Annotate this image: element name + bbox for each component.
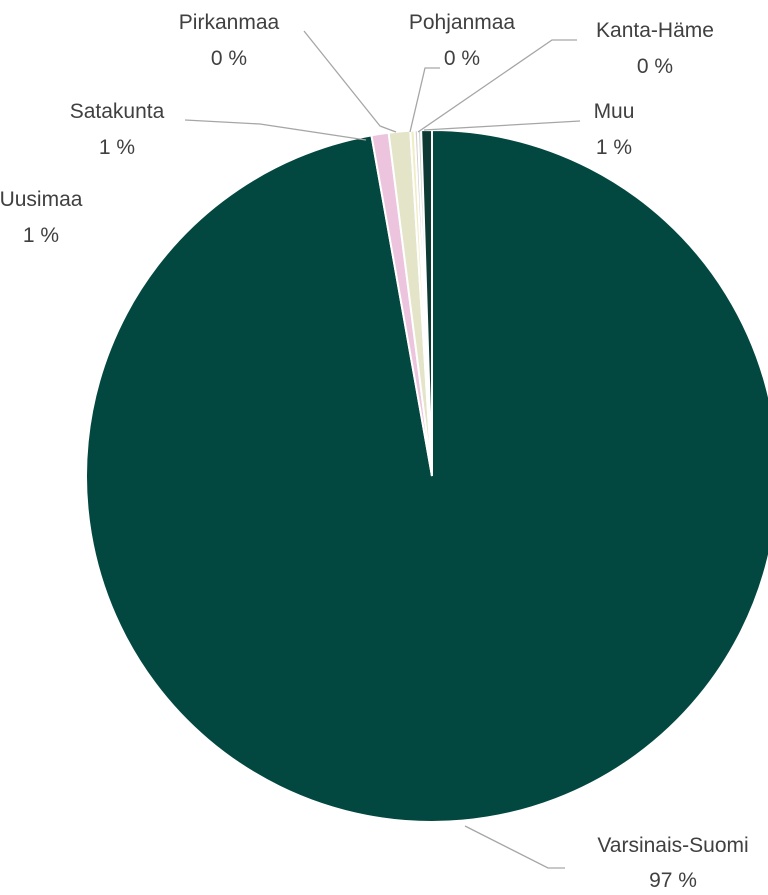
label-value-uusimaa: 1 %	[23, 224, 59, 247]
label-name-kanta-hame: Kanta-Häme	[596, 19, 714, 42]
label-name-uusimaa: Uusimaa	[0, 188, 83, 211]
label-name-pirkanmaa: Pirkanmaa	[179, 11, 280, 34]
label-name-pohjanmaa: Pohjanmaa	[409, 11, 516, 34]
leader-line-kanta-hame	[423, 120, 581, 131]
leader-lines	[184, 30, 581, 869]
leader-line-satakunta	[303, 30, 397, 133]
label-name-varsinais-suomi: Varsinais-Suomi	[597, 834, 748, 857]
label-name-muu: Muu	[594, 100, 635, 123]
label-value-varsinais-suomi: 97 %	[649, 869, 697, 892]
leader-line-varsinais-suomi	[464, 825, 565, 869]
label-value-pohjanmaa: 0 %	[444, 47, 480, 70]
label-value-kanta-hame: 0 %	[637, 55, 673, 78]
label-value-muu: 1 %	[596, 136, 632, 159]
label-value-pirkanmaa: 0 %	[211, 47, 247, 70]
label-value-satakunta: 1 %	[99, 136, 135, 159]
pie-slice-varsinais-suomi	[85, 128, 768, 823]
data-labels: Uusimaa 1 % Satakunta 1 % Pirkanmaa 0 % …	[0, 11, 749, 892]
pie-slices	[85, 128, 768, 823]
leader-line-pirkanmaa	[409, 67, 440, 133]
leader-line-pohjanmaa	[417, 39, 577, 133]
leader-line-uusimaa	[184, 119, 367, 141]
label-name-satakunta: Satakunta	[70, 100, 165, 123]
